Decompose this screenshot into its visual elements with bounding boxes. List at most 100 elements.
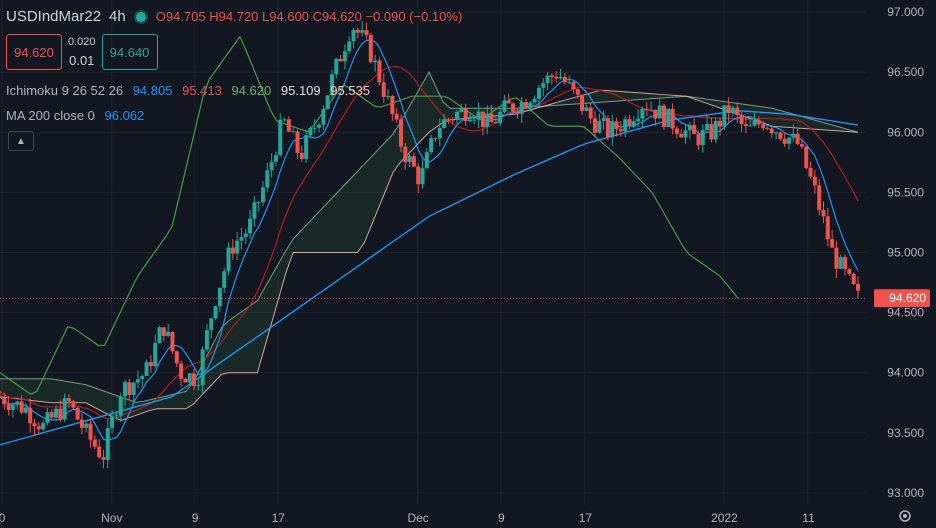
candle-body-141 xyxy=(605,118,610,138)
candle-body-4 xyxy=(15,401,20,405)
candle-body-104 xyxy=(446,119,451,121)
open-value: 94.705 xyxy=(165,9,206,24)
candle-body-194 xyxy=(834,247,839,269)
y-tick-label-5: 94.500 xyxy=(887,306,924,320)
candle-body-67 xyxy=(286,119,291,132)
candle-body-178 xyxy=(765,128,770,130)
y-tick-label-2: 96.000 xyxy=(887,125,924,139)
candle-body-164 xyxy=(705,123,710,130)
candle-body-119 xyxy=(511,103,516,112)
candle-body-191 xyxy=(821,209,826,217)
candle-body-70 xyxy=(299,152,304,159)
ma-legend[interactable]: MA 200 close 0 96.062 xyxy=(6,108,150,123)
candle-body-96 xyxy=(411,156,416,167)
candle-body-131 xyxy=(562,76,567,83)
buy-button[interactable]: 94.640 xyxy=(101,34,158,70)
price-axis[interactable]: 97.000 96.500 96.000 95.500 95.000 94.500 94.0… xyxy=(887,5,924,500)
candle-body-180 xyxy=(774,132,779,134)
candle-body-9 xyxy=(36,426,41,430)
candle-body-35 xyxy=(148,362,153,367)
candle-body-185 xyxy=(795,133,800,145)
candle-body-75 xyxy=(321,109,326,125)
candle-body-43 xyxy=(183,378,188,383)
candle-body-47 xyxy=(200,349,205,385)
candle-body-149 xyxy=(640,108,645,119)
candle-body-56 xyxy=(239,237,244,241)
candle-body-173 xyxy=(743,124,748,127)
candle-body-1 xyxy=(2,396,7,405)
candle-body-166 xyxy=(713,120,718,140)
candle-body-68 xyxy=(291,131,296,133)
candle-body-26 xyxy=(110,416,115,429)
time-axis[interactable]: 0 Nov 9 17 Dec 9 17 2022 11 xyxy=(0,511,815,525)
candle-body-29 xyxy=(123,382,128,397)
candle-body-135 xyxy=(580,94,585,111)
candle-body-92 xyxy=(394,114,399,120)
candle-body-73 xyxy=(312,127,317,129)
market-status-icon xyxy=(133,9,148,24)
candle-body-88 xyxy=(377,60,382,83)
candle-body-139 xyxy=(597,120,602,133)
symbol-name[interactable]: USDIndMar22 xyxy=(6,8,102,25)
candle-body-113 xyxy=(485,113,490,127)
candle-body-79 xyxy=(338,58,343,62)
candle-body-18 xyxy=(75,407,80,420)
high-value: 94.720 xyxy=(218,9,259,24)
x-tick-label-0: 0 xyxy=(0,511,6,525)
candle-body-106 xyxy=(455,111,460,120)
candle-body-13 xyxy=(54,408,59,418)
candle-body-154 xyxy=(661,105,666,127)
candle-body-100 xyxy=(429,138,434,153)
candle-body-150 xyxy=(644,108,649,111)
candle-body-115 xyxy=(493,122,498,124)
candle-body-49 xyxy=(209,318,214,331)
candle-body-54 xyxy=(230,247,235,254)
candle-body-65 xyxy=(278,119,283,156)
x-tick-label-3: 17 xyxy=(272,511,286,525)
candle-body-69 xyxy=(295,131,300,153)
candle-body-50 xyxy=(213,306,218,319)
candle-body-126 xyxy=(541,83,546,88)
candle-body-36 xyxy=(153,343,158,367)
candle-body-124 xyxy=(532,98,537,103)
candle-body-7 xyxy=(28,407,33,424)
candle-body-87 xyxy=(373,60,378,63)
candle-body-30 xyxy=(127,382,132,395)
candle-body-193 xyxy=(830,239,835,248)
collapse-legend-button[interactable]: ▲ xyxy=(8,131,34,151)
candle-body-86 xyxy=(368,34,373,63)
candle-body-161 xyxy=(692,124,697,135)
ichimoku-cloud xyxy=(0,71,859,421)
x-tick-label-1: Nov xyxy=(101,511,122,525)
candle-body-76 xyxy=(325,95,330,110)
candle-body-123 xyxy=(528,102,533,109)
ichimoku-legend[interactable]: Ichimoku 9 26 52 26 94.805 95.413 94.620… xyxy=(6,83,376,98)
x-tick-label-7: 2022 xyxy=(711,511,738,525)
settings-gear-icon[interactable] xyxy=(899,510,911,522)
candle-body-147 xyxy=(631,121,636,126)
candle-body-155 xyxy=(666,108,671,127)
candle-body-33 xyxy=(140,375,145,380)
quantity[interactable]: 0.01 xyxy=(69,53,95,68)
ichimoku-value-4: 95.109 xyxy=(280,83,321,98)
span-a-line xyxy=(0,71,859,403)
x-tick-label-8: 11 xyxy=(802,511,815,525)
grid xyxy=(0,0,866,505)
candle-body-103 xyxy=(442,119,447,129)
candle-body-111 xyxy=(476,111,481,120)
candle-body-55 xyxy=(235,240,240,254)
candle-body-83 xyxy=(355,29,360,33)
candle-body-91 xyxy=(390,96,395,115)
timeframe[interactable]: 4h xyxy=(109,8,126,25)
candle-body-175 xyxy=(752,120,757,126)
candle-body-108 xyxy=(463,108,468,122)
candle-body-28 xyxy=(118,396,123,416)
candle-body-134 xyxy=(575,89,580,95)
candle-body-184 xyxy=(791,133,796,138)
candle-body-167 xyxy=(718,120,723,127)
candle-body-197 xyxy=(847,269,852,274)
candle-body-105 xyxy=(450,119,455,121)
ohlc-values: O94.705 H94.720 L94.600 C94.620 −0.090 (… xyxy=(156,9,463,24)
sell-button[interactable]: 94.620 xyxy=(6,34,62,70)
